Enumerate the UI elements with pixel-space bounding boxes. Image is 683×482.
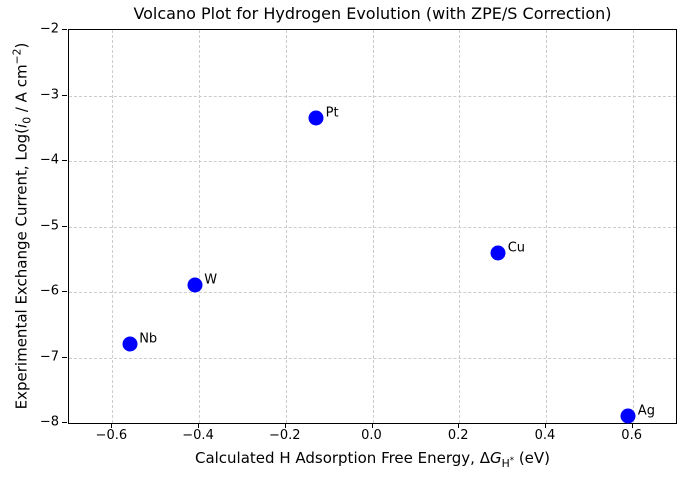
y-tick-label: −3 [39, 87, 59, 102]
x-tick [371, 423, 373, 428]
y-axis-label-symbol: i [12, 123, 31, 128]
chart-title: Volcano Plot for Hydrogen Evolution (wit… [133, 4, 612, 23]
x-tick [631, 423, 633, 428]
y-tick [62, 225, 67, 227]
x-axis-label-subscript: H [501, 457, 510, 470]
y-axis-label-text: Experimental Exchange Current, Log( [12, 127, 31, 410]
x-axis-label-text: Calculated H Adsorption Free Energy, Δ [194, 449, 490, 467]
gridline-horizontal [69, 161, 676, 162]
point-label-ag: Ag [637, 403, 655, 419]
x-tick-label: −0.4 [182, 428, 214, 443]
data-point-pt [308, 110, 324, 126]
gridline-horizontal [69, 292, 676, 293]
point-label-nb: Nb [139, 331, 158, 347]
y-tick [62, 29, 67, 30]
x-tick-label: −0.2 [268, 428, 301, 443]
y-tick [62, 356, 67, 358]
x-tick-label: 0.4 [534, 428, 556, 443]
gridline-horizontal [69, 95, 676, 97]
y-tick-label: −6 [39, 283, 59, 299]
plot-area: Nb W Pt Cu Ag [68, 29, 677, 424]
y-tick-label: −4 [39, 152, 59, 168]
data-point-cu [490, 245, 506, 261]
data-point-nb [122, 336, 138, 352]
x-tick [198, 423, 200, 428]
y-axis-label-close: ) [12, 42, 31, 49]
y-tick-label: −5 [39, 218, 59, 233]
data-point-ag [620, 408, 636, 424]
point-label-cu: Cu [507, 240, 526, 256]
y-axis-label-exponent: −2 [10, 48, 24, 65]
y-tick [62, 291, 67, 292]
x-axis-label-unit: (eV) [514, 449, 551, 467]
x-tick [458, 423, 460, 428]
x-axis-label-symbol: G [489, 449, 502, 467]
x-tick-label: −0.6 [95, 428, 128, 443]
point-label-pt: Pt [325, 105, 339, 121]
x-tick [111, 423, 113, 428]
y-tick [62, 160, 67, 161]
y-tick-label: −8 [39, 414, 59, 430]
x-axis-label-superscript: * [509, 456, 515, 467]
gridline-horizontal [69, 357, 676, 359]
x-tick-label: 0.6 [621, 428, 642, 443]
x-tick [544, 423, 546, 428]
y-axis-label-subscript: 0 [20, 116, 34, 124]
data-point-w [187, 277, 203, 293]
y-tick-label: −2 [39, 21, 59, 37]
x-axis-label: Calculated H Adsorption Free Energy, ΔGH… [68, 449, 677, 470]
point-label-w: W [204, 272, 218, 288]
gridline-horizontal [69, 226, 676, 228]
y-tick [62, 422, 67, 423]
x-tick-label: 0.0 [361, 428, 382, 443]
y-tick [62, 94, 67, 96]
y-tick-label: −7 [39, 349, 59, 364]
x-tick [284, 423, 286, 428]
x-tick-label: 0.2 [447, 428, 469, 443]
